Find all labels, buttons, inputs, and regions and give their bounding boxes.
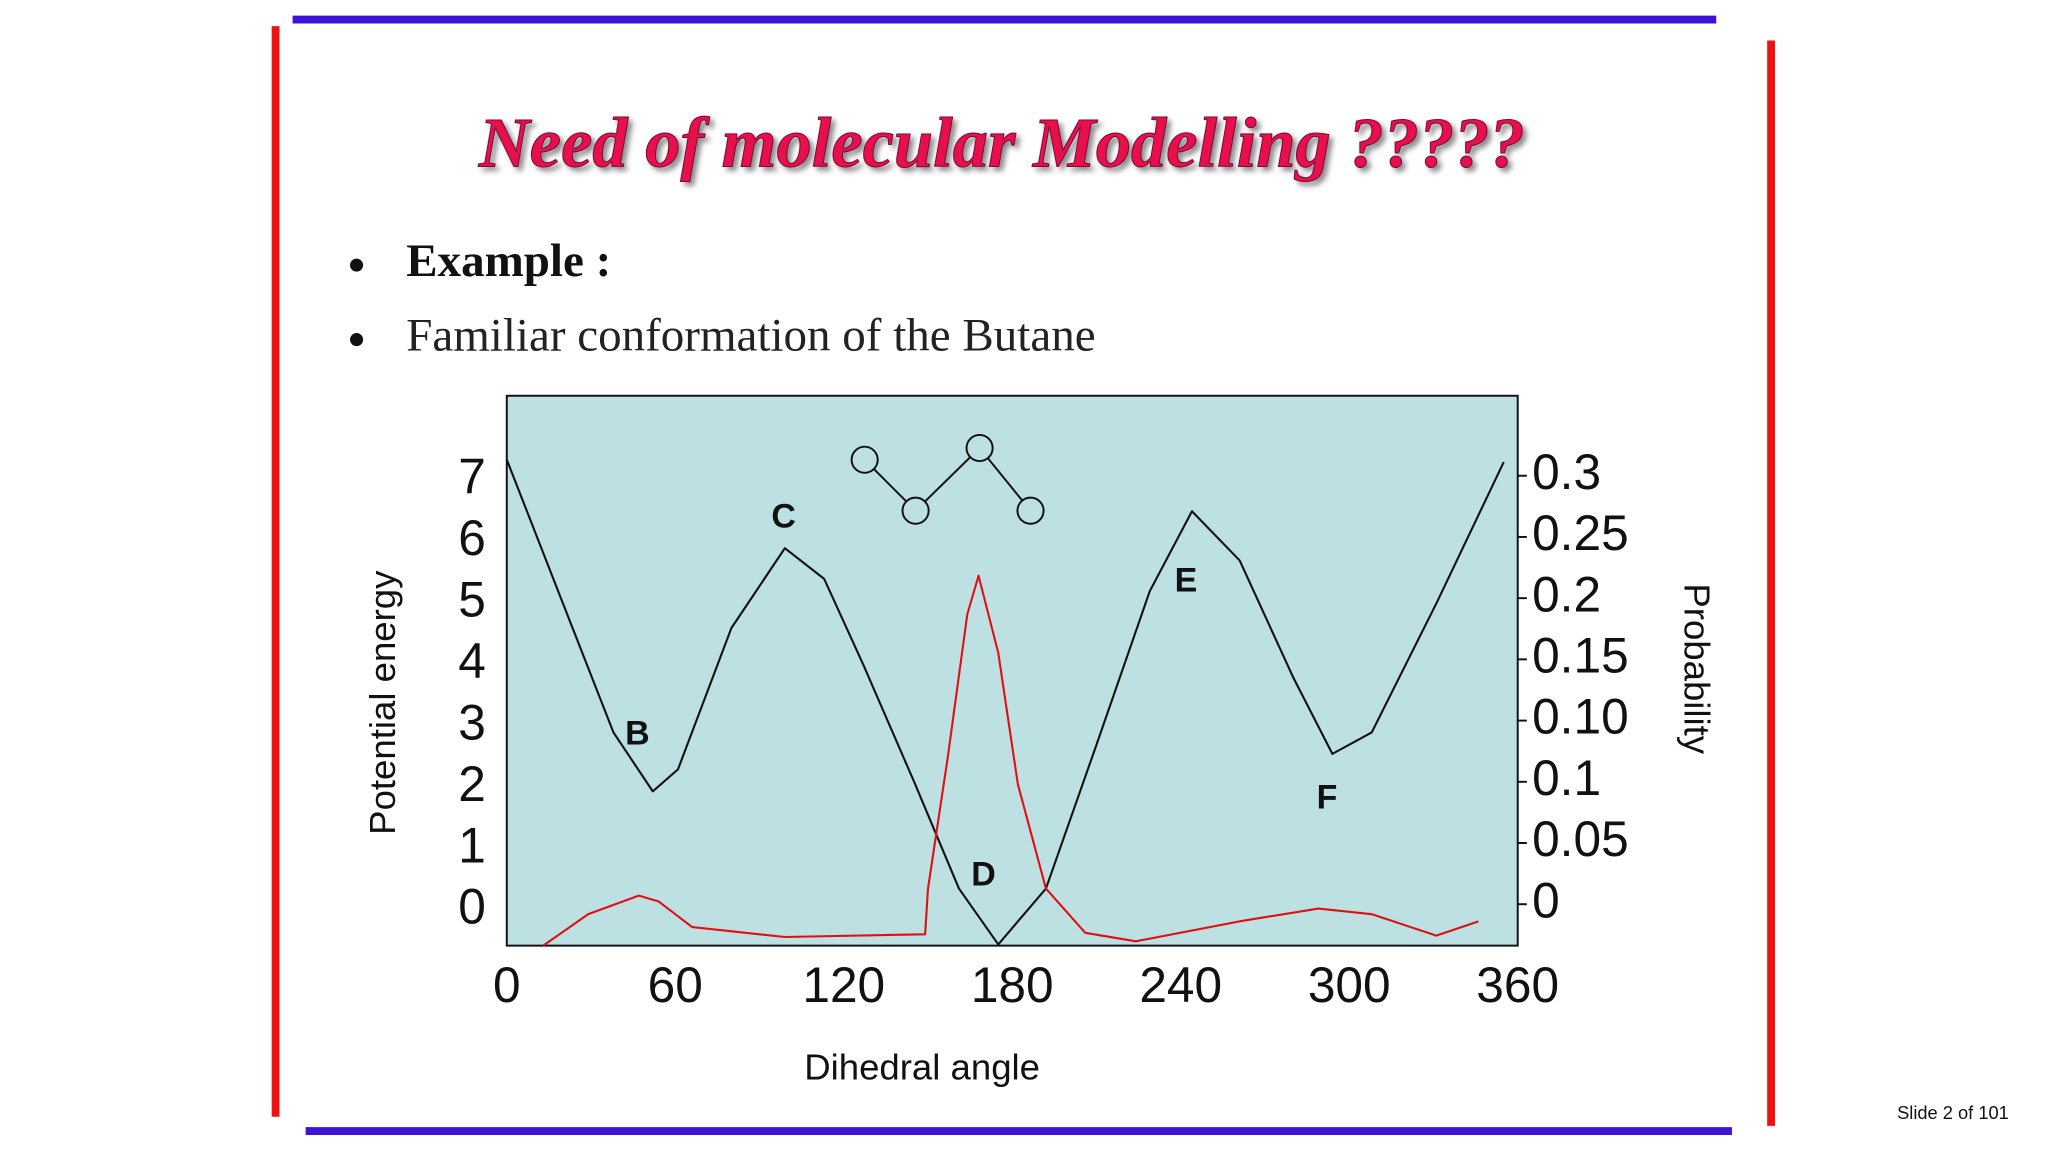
y-tick-label: 7 [458, 449, 486, 505]
x-axis-label: Dihedral angle [804, 1046, 1040, 1087]
x-tick-label: 60 [648, 957, 703, 1013]
y2-tick-label: 0.15 [1532, 627, 1629, 683]
annotation: E [1175, 561, 1198, 599]
bullet-text: Example : [406, 235, 611, 287]
annotation: C [771, 497, 796, 535]
y-tick-label: 1 [458, 817, 486, 873]
y2-tick-label: 0.10 [1532, 689, 1629, 745]
chart: Dihedral angle Potential energy Probabilit… [362, 394, 1717, 1087]
slide-title: Need of molecular Modelling ????? [478, 104, 1525, 182]
y-tick-label: 6 [458, 510, 486, 566]
y2-axis-label: Probability [1676, 583, 1717, 754]
y2-tick-label: 0 [1532, 872, 1560, 928]
plot-area [505, 394, 1519, 947]
bullet-dot [350, 258, 364, 272]
x-tick-label: 360 [1476, 957, 1559, 1013]
y2-tick-label: 0.3 [1532, 444, 1601, 500]
y-tick-label: 5 [458, 572, 486, 628]
y2-tick-label: 0.2 [1532, 566, 1601, 622]
annotation: F [1317, 778, 1338, 816]
slide-number: Slide 2 of 101 [1897, 1102, 2009, 1123]
y-tick-label: 3 [458, 694, 486, 750]
y2-tick-label: 0.05 [1532, 811, 1629, 867]
bullet-dot [350, 333, 364, 347]
y2-tick-label: 0.1 [1532, 750, 1601, 806]
annotation: D [971, 855, 996, 893]
x-tick-label: 300 [1308, 957, 1391, 1013]
y-axis-label: Potential energy [362, 570, 403, 835]
data-line [505, 459, 1505, 946]
data-line [542, 574, 1479, 947]
x-tick-label: 240 [1139, 957, 1222, 1013]
x-tick-label: 0 [493, 957, 521, 1013]
bullet-text: Familiar conformation of the Butane [406, 309, 1095, 361]
butane-icon [850, 433, 1045, 525]
annotation: B [625, 714, 650, 752]
y-tick-label: 2 [458, 756, 486, 812]
y-tick-label: 4 [458, 633, 486, 689]
x-tick-label: 120 [802, 957, 885, 1013]
y-tick-label: 0 [458, 879, 486, 935]
y2-tick-label: 0.25 [1532, 505, 1629, 561]
x-tick-label: 180 [971, 957, 1054, 1013]
